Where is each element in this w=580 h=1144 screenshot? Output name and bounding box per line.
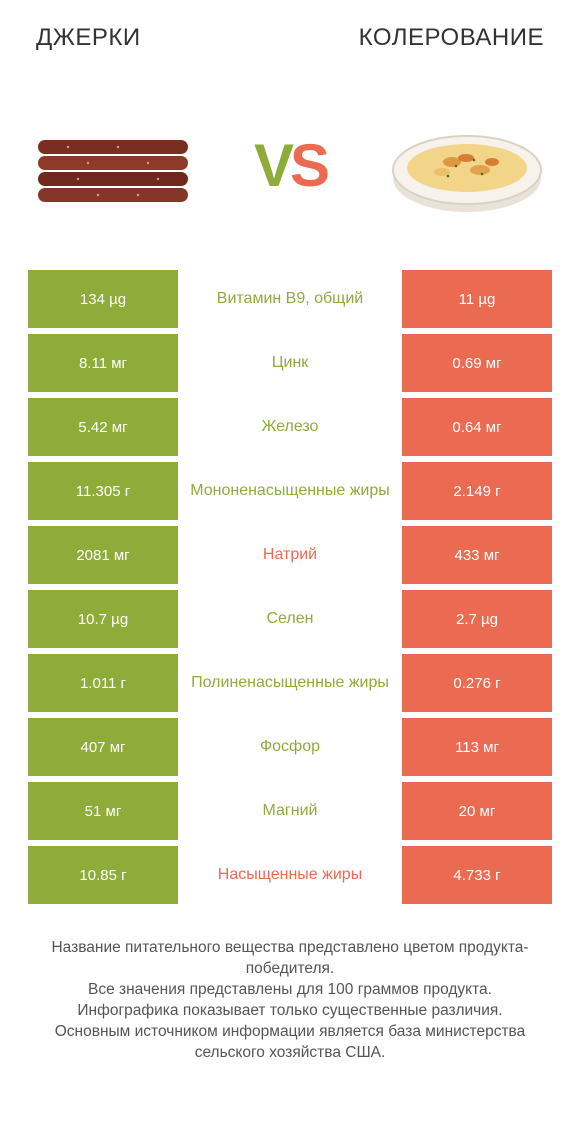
table-row: 51 мгМагний20 мг (28, 782, 552, 840)
nutrient-label: Железо (178, 398, 402, 456)
value-right: 0.64 мг (402, 398, 552, 456)
table-row: 2081 мгНатрий433 мг (28, 526, 552, 584)
value-right: 11 µg (402, 270, 552, 328)
nutrient-label: Витамин B9, общий (178, 270, 402, 328)
food-image-right (382, 105, 552, 225)
value-left: 2081 мг (28, 526, 178, 584)
value-left: 11.305 г (28, 462, 178, 520)
food-image-left (28, 105, 198, 225)
vs-v: V (254, 132, 290, 199)
value-right: 4.733 г (402, 846, 552, 904)
nutrient-label: Насыщенные жиры (178, 846, 402, 904)
value-right: 20 мг (402, 782, 552, 840)
comparison-table: 134 µgВитамин B9, общий11 µg8.11 мгЦинк0… (0, 270, 580, 904)
table-row: 1.011 гПолиненасыщенные жиры0.276 г (28, 654, 552, 712)
value-right: 433 мг (402, 526, 552, 584)
value-right: 2.7 µg (402, 590, 552, 648)
value-right: 0.69 мг (402, 334, 552, 392)
nutrient-label: Мононенасыщенные жиры (178, 462, 402, 520)
table-row: 10.85 гНасыщенные жиры4.733 г (28, 846, 552, 904)
nutrient-label: Полиненасыщенные жиры (178, 654, 402, 712)
footer-line: Название питательного вещества представл… (24, 938, 556, 980)
table-row: 5.42 мгЖелезо0.64 мг (28, 398, 552, 456)
value-left: 10.85 г (28, 846, 178, 904)
table-row: 10.7 µgСелен2.7 µg (28, 590, 552, 648)
value-left: 1.011 г (28, 654, 178, 712)
value-left: 5.42 мг (28, 398, 178, 456)
footer-line: Основным источником информации является … (24, 1022, 556, 1064)
table-row: 134 µgВитамин B9, общий11 µg (28, 270, 552, 328)
title-right: КОЛЕРОВАНИЕ (359, 24, 544, 52)
vs-label: VS (254, 131, 326, 200)
value-left: 51 мг (28, 782, 178, 840)
table-row: 11.305 гМононенасыщенные жиры2.149 г (28, 462, 552, 520)
nutrient-label: Селен (178, 590, 402, 648)
hero-vs-row: VS (0, 60, 580, 270)
nutrient-label: Натрий (178, 526, 402, 584)
table-row: 407 мгФосфор113 мг (28, 718, 552, 776)
value-left: 134 µg (28, 270, 178, 328)
nutrient-label: Цинк (178, 334, 402, 392)
header: ДЖЕРКИ КОЛЕРОВАНИЕ (0, 0, 580, 60)
value-left: 10.7 µg (28, 590, 178, 648)
footer-notes: Название питательного вещества представл… (0, 910, 580, 1064)
footer-line: Инфографика показывает только существенн… (24, 1001, 556, 1022)
value-left: 8.11 мг (28, 334, 178, 392)
vs-s: S (290, 132, 326, 199)
value-right: 0.276 г (402, 654, 552, 712)
nutrient-label: Магний (178, 782, 402, 840)
value-right: 113 мг (402, 718, 552, 776)
table-row: 8.11 мгЦинк0.69 мг (28, 334, 552, 392)
value-right: 2.149 г (402, 462, 552, 520)
value-left: 407 мг (28, 718, 178, 776)
nutrient-label: Фосфор (178, 718, 402, 776)
title-left: ДЖЕРКИ (36, 24, 141, 52)
footer-line: Все значения представлены для 100 граммо… (24, 980, 556, 1001)
